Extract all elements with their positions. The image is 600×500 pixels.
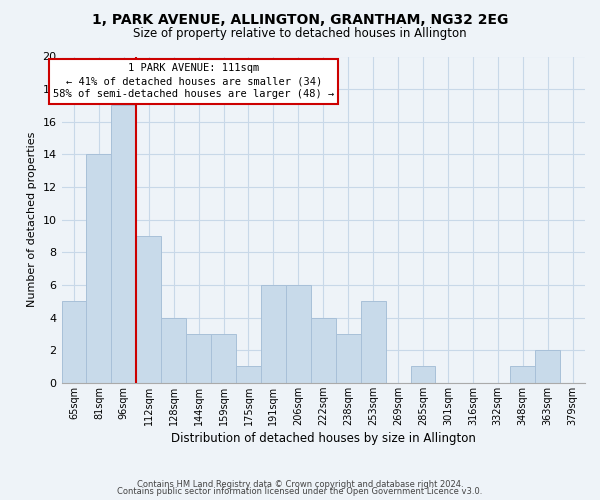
X-axis label: Distribution of detached houses by size in Allington: Distribution of detached houses by size … [171,432,476,445]
Bar [161,318,186,383]
Bar [136,236,161,383]
Y-axis label: Number of detached properties: Number of detached properties [27,132,37,308]
Bar [211,334,236,383]
Bar [311,318,336,383]
Bar [62,301,86,383]
Bar [186,334,211,383]
Bar [86,154,112,383]
Text: Contains public sector information licensed under the Open Government Licence v3: Contains public sector information licen… [118,487,482,496]
Bar [410,366,436,383]
Bar [336,334,361,383]
Bar [236,366,261,383]
Bar [535,350,560,383]
Bar [112,106,136,383]
Text: 1 PARK AVENUE: 111sqm
← 41% of detached houses are smaller (34)
58% of semi-deta: 1 PARK AVENUE: 111sqm ← 41% of detached … [53,63,334,100]
Text: Size of property relative to detached houses in Allington: Size of property relative to detached ho… [133,28,467,40]
Bar [286,285,311,383]
Bar [261,285,286,383]
Text: 1, PARK AVENUE, ALLINGTON, GRANTHAM, NG32 2EG: 1, PARK AVENUE, ALLINGTON, GRANTHAM, NG3… [92,12,508,26]
Text: Contains HM Land Registry data © Crown copyright and database right 2024.: Contains HM Land Registry data © Crown c… [137,480,463,489]
Bar [361,301,386,383]
Bar [510,366,535,383]
